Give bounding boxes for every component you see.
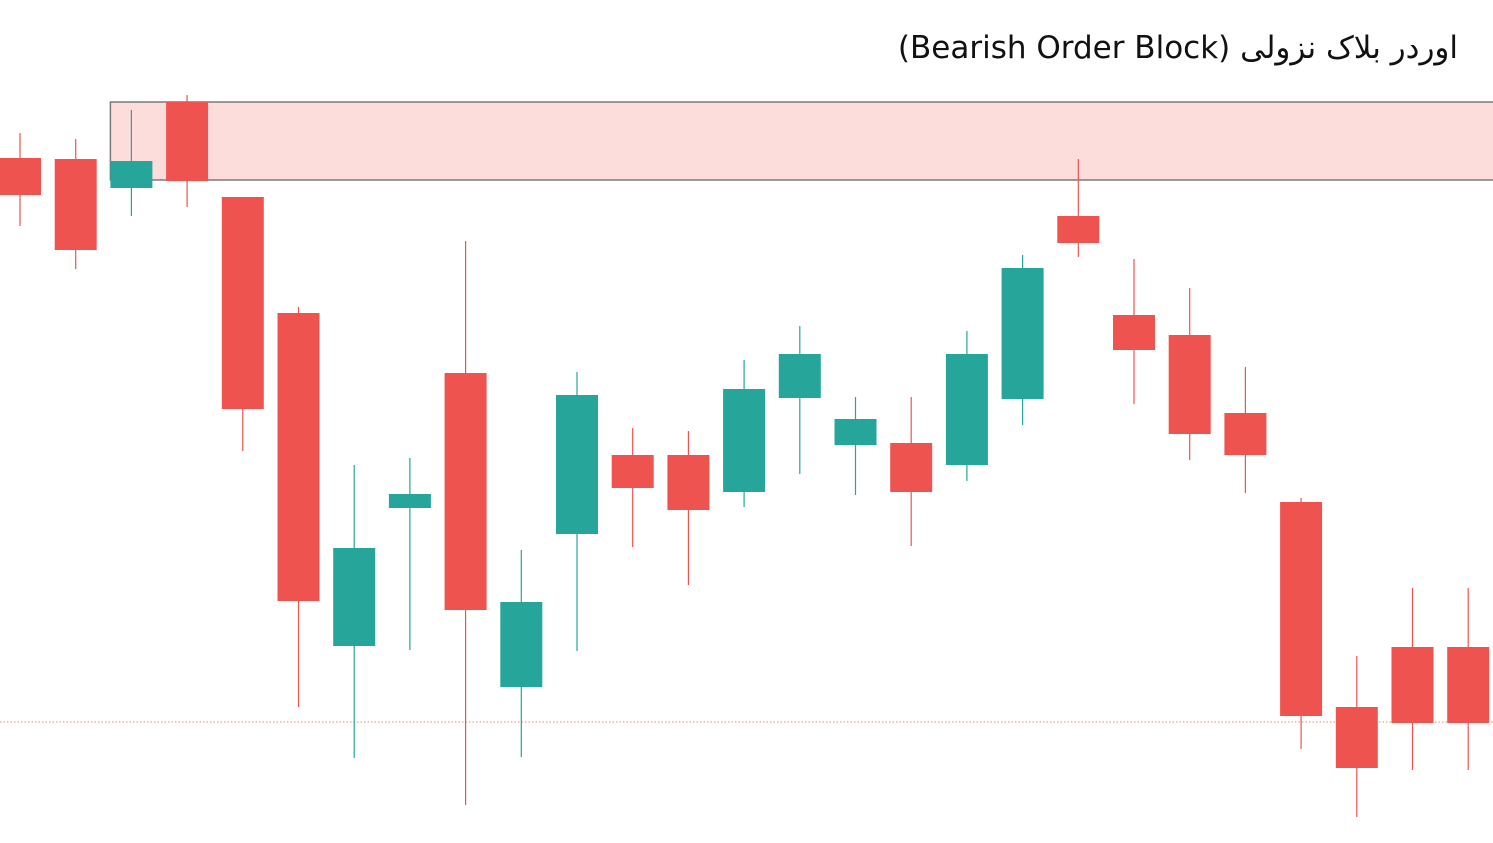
candle-body-bullish bbox=[1001, 268, 1044, 399]
candle-body-bearish bbox=[1447, 647, 1490, 723]
candles-layer bbox=[0, 95, 1490, 817]
chart-title: اوردر بلاک نزولی (Bearish Order Block) bbox=[897, 30, 1458, 66]
candle-body-bullish bbox=[388, 494, 431, 508]
candle-body-bearish bbox=[166, 102, 209, 181]
candle bbox=[834, 397, 877, 495]
candle-body-bearish bbox=[0, 158, 41, 195]
candle bbox=[1447, 588, 1490, 770]
candle bbox=[1057, 159, 1100, 257]
candle-body-bearish bbox=[890, 443, 933, 492]
candle bbox=[778, 326, 821, 474]
candle-body-bearish bbox=[1280, 502, 1323, 716]
order-block-zone bbox=[109, 101, 1493, 181]
candle bbox=[1224, 367, 1267, 493]
candle-body-bullish bbox=[723, 389, 766, 492]
candle bbox=[945, 331, 988, 481]
candle bbox=[444, 241, 487, 805]
candle bbox=[110, 110, 153, 216]
candle bbox=[1001, 255, 1044, 425]
candle bbox=[611, 428, 654, 547]
candle bbox=[54, 139, 97, 269]
candle-body-bullish bbox=[110, 161, 153, 188]
candle-body-bearish bbox=[277, 313, 320, 601]
candle bbox=[1168, 288, 1211, 460]
candle bbox=[0, 133, 41, 226]
candle-body-bullish bbox=[778, 354, 821, 398]
candle bbox=[556, 372, 598, 651]
candle bbox=[221, 197, 264, 451]
candle bbox=[277, 307, 320, 707]
candle bbox=[723, 360, 766, 507]
candle-body-bullish bbox=[333, 548, 376, 646]
candle bbox=[890, 397, 933, 546]
candle bbox=[1391, 588, 1434, 770]
candle bbox=[388, 458, 431, 650]
candle bbox=[1113, 259, 1155, 404]
candle bbox=[333, 465, 376, 758]
candle-body-bullish bbox=[834, 419, 877, 445]
candle-body-bearish bbox=[221, 197, 264, 409]
candle-body-bearish bbox=[1168, 335, 1211, 434]
candle-body-bearish bbox=[1224, 413, 1267, 455]
order-block-layer bbox=[109, 101, 1493, 181]
candle-body-bearish bbox=[1335, 707, 1378, 768]
candle-body-bullish bbox=[945, 354, 988, 465]
candle bbox=[1335, 656, 1378, 817]
candle bbox=[166, 95, 209, 207]
candle-body-bearish bbox=[54, 159, 97, 250]
candle-body-bearish bbox=[1391, 647, 1434, 723]
candle-body-bullish bbox=[500, 602, 543, 687]
candle-body-bearish bbox=[667, 455, 710, 510]
candle bbox=[500, 550, 543, 757]
candle-body-bearish bbox=[1057, 216, 1100, 243]
candle-body-bearish bbox=[1113, 315, 1155, 350]
candle-body-bearish bbox=[444, 373, 487, 610]
candle bbox=[667, 431, 710, 585]
candle bbox=[1280, 498, 1323, 749]
candle-body-bullish bbox=[556, 395, 598, 534]
candle-body-bearish bbox=[611, 455, 654, 488]
